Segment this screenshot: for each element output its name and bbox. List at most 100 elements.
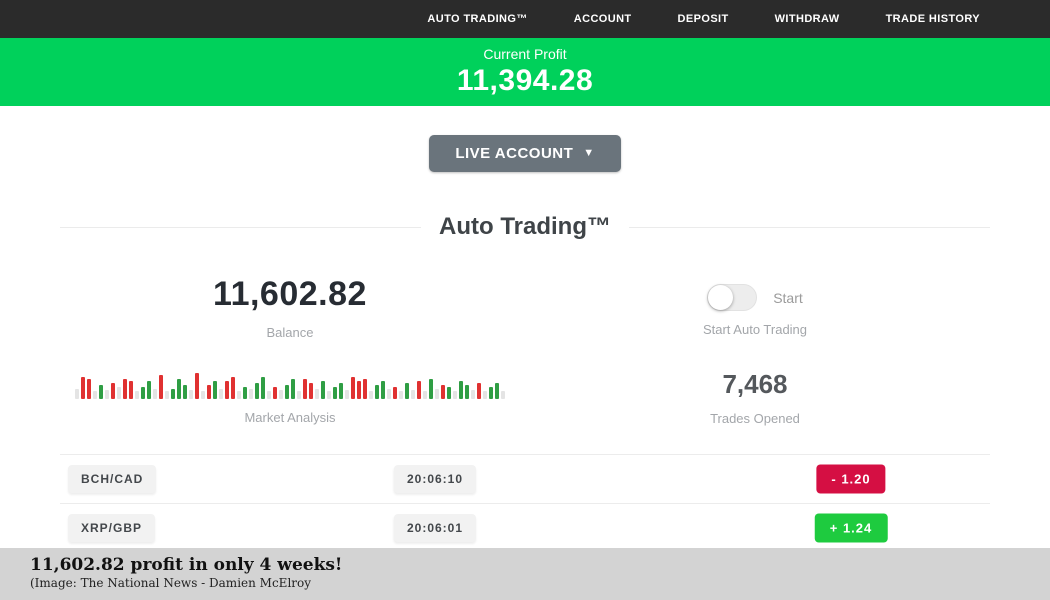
caption-credit: (Image: The National News - Damien McElr… [30, 576, 312, 590]
section-title-row: Auto Trading™ [60, 213, 991, 241]
trade-time-badge: 20:06:10 [393, 465, 477, 493]
market-bar [453, 391, 457, 399]
toggle-knob [708, 285, 734, 310]
start-toggle-wrap: Start [707, 284, 803, 311]
divider-left [60, 226, 422, 228]
market-bar [297, 391, 301, 399]
start-auto-trading-toggle[interactable] [707, 284, 758, 311]
market-bar [255, 383, 259, 399]
market-bar [327, 391, 331, 399]
market-bar [249, 389, 253, 399]
market-bar [471, 390, 475, 399]
market-bar [237, 391, 241, 399]
market-bar [135, 391, 139, 399]
market-bar [489, 387, 493, 399]
balance-label: Balance [266, 325, 314, 340]
market-bar [219, 389, 223, 399]
market-bar [483, 391, 487, 399]
trade-row: BCH/CAD 20:06:10 - 1.20 [60, 454, 990, 503]
market-bar [177, 379, 181, 399]
market-bar [243, 387, 247, 399]
stats-row-1: 11,602.82 Balance Start Start Auto Tradi… [0, 271, 1050, 340]
top-nav: AUTO TRADING™ ACCOUNT DEPOSIT WITHDRAW T… [0, 0, 1050, 38]
caption-headline: 11,602.82 profit in only 4 weeks! [30, 555, 343, 575]
market-bar [267, 391, 271, 399]
market-bar [111, 383, 115, 399]
market-bar [99, 385, 103, 399]
market-bar [417, 381, 421, 399]
trade-symbol-badge: XRP/GBP [68, 513, 156, 542]
auto-trading-stat: Start Start Auto Trading [520, 271, 990, 340]
trades-opened-stat: 7,468 Trades Opened [520, 367, 990, 426]
live-account-button[interactable]: LIVE ACCOUNT ▼ [429, 135, 621, 172]
start-auto-trading-label: Start Auto Trading [702, 322, 808, 337]
divider-right [629, 226, 991, 228]
market-bar [357, 381, 361, 399]
market-bar [129, 381, 133, 399]
market-bar [369, 391, 373, 399]
market-analysis-label: Market Analysis [244, 410, 336, 425]
trade-symbol-badge: BCH/CAD [68, 465, 157, 493]
market-bar [465, 385, 469, 399]
nav-item-trade-history[interactable]: TRADE HISTORY [885, 13, 980, 25]
balance-value: 11,602.82 [213, 275, 367, 313]
market-bar [423, 391, 427, 399]
market-bar [435, 389, 439, 399]
market-bar [333, 387, 337, 399]
trade-row: XRP/GBP 20:06:01 + 1.24 [60, 503, 990, 552]
market-bar [81, 377, 85, 399]
market-bar [393, 387, 397, 399]
market-bar [303, 379, 307, 399]
market-bar [195, 373, 199, 399]
market-analysis-stat: Market Analysis [60, 367, 520, 426]
market-bar [261, 377, 265, 399]
nav-item-account[interactable]: ACCOUNT [573, 13, 632, 25]
chevron-down-icon: ▼ [583, 147, 595, 159]
market-bar [309, 383, 313, 399]
market-bar [141, 387, 145, 399]
account-selector-row: LIVE ACCOUNT ▼ [0, 135, 1050, 172]
market-bar [201, 391, 205, 399]
current-profit-value: 11,394.28 [456, 64, 594, 97]
current-profit-label: Current Profit [483, 46, 567, 62]
market-bar [189, 390, 193, 399]
market-bar [429, 379, 433, 399]
market-bar [363, 379, 367, 399]
market-bar [117, 387, 121, 399]
market-bar [87, 379, 91, 399]
trades-opened-label: Trades Opened [710, 411, 800, 426]
market-bar [285, 385, 289, 399]
market-bar [147, 381, 151, 399]
nav-item-withdraw[interactable]: WITHDRAW [774, 13, 840, 25]
market-bar [183, 385, 187, 399]
trades-opened-value: 7,468 [722, 369, 788, 399]
market-bar [339, 383, 343, 399]
market-bar [447, 387, 451, 399]
market-bar [405, 383, 409, 399]
market-bar [93, 391, 97, 399]
start-toggle-label: Start [773, 289, 803, 306]
live-account-label: LIVE ACCOUNT [455, 145, 574, 162]
market-bar [477, 383, 481, 399]
market-bar [231, 377, 235, 399]
market-bar [213, 381, 217, 399]
market-analysis-chart [75, 369, 505, 399]
market-bar [381, 381, 385, 399]
market-bar [279, 390, 283, 399]
market-bar [459, 381, 463, 399]
trade-table: BCH/CAD 20:06:10 - 1.20 XRP/GBP 20:06:01… [60, 454, 990, 552]
stats-row-2: Market Analysis 7,468 Trades Opened [0, 367, 1050, 426]
market-bar [351, 377, 355, 399]
market-bar [207, 385, 211, 399]
market-bar [105, 390, 109, 399]
market-bar [123, 379, 127, 399]
trade-time-badge: 20:06:01 [393, 513, 477, 542]
market-bar [153, 389, 157, 399]
nav-item-auto-trading[interactable]: AUTO TRADING™ [427, 13, 528, 25]
trade-change-badge: + 1.24 [814, 513, 888, 542]
market-bar [225, 381, 229, 399]
market-bar [441, 385, 445, 399]
market-bar [321, 381, 325, 399]
nav-item-deposit[interactable]: DEPOSIT [677, 13, 729, 25]
market-bar [495, 383, 499, 399]
